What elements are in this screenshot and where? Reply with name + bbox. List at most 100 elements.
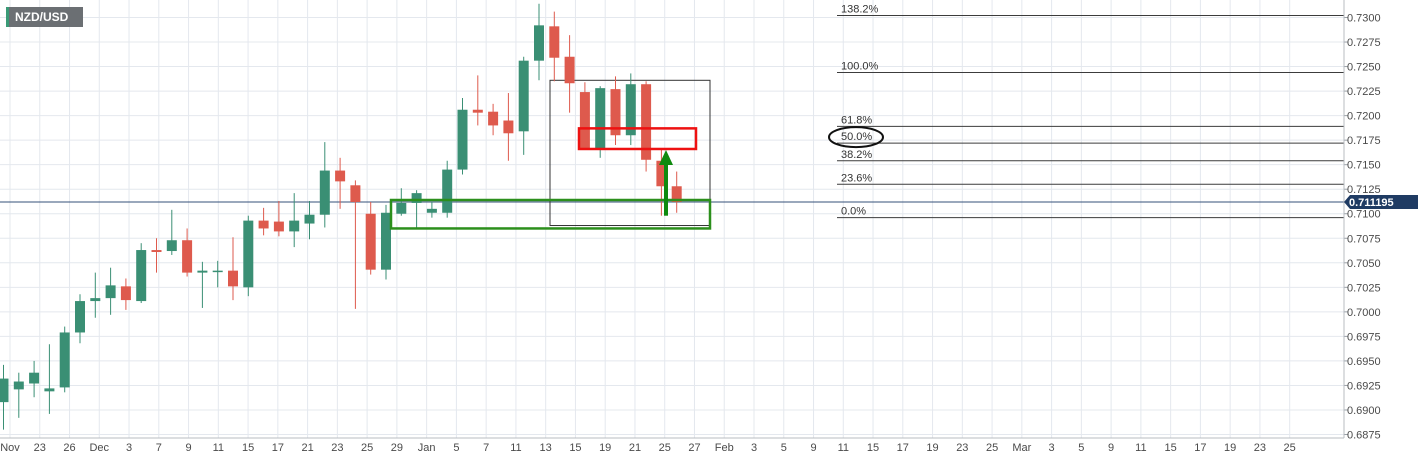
candle-body: [120, 286, 131, 301]
current-price-label: 0.711195: [1349, 197, 1394, 209]
candle-body: [90, 298, 101, 302]
y-tick-label: 0.7300: [1347, 13, 1381, 25]
fib-label: 38.2%: [841, 149, 872, 161]
x-tick-label: Jan: [418, 442, 436, 454]
x-tick-label: 25: [1284, 442, 1296, 454]
x-tick-label: 9: [810, 442, 816, 454]
x-tick-label: Mar: [1012, 442, 1031, 454]
x-tick-label: 23: [1254, 442, 1266, 454]
candle-body: [136, 250, 147, 302]
annotation-layer-front: [389, 126, 884, 230]
y-tick-label: 0.7050: [1347, 258, 1381, 270]
candle-body: [44, 388, 55, 392]
price-axis[interactable]: 0.7300 0.7275 0.7250 0.7225 0.7200 0.7175 0.71…: [1343, 0, 1381, 442]
x-tick-label: 15: [569, 442, 581, 454]
candle-body: [472, 109, 483, 113]
candle-body: [641, 84, 652, 160]
candle-body: [29, 372, 40, 384]
x-tick-label: 15: [867, 442, 879, 454]
support-zone-box: [389, 198, 712, 230]
x-tick-label: 11: [838, 442, 849, 454]
x-tick-label: 17: [272, 442, 284, 454]
candle-body: [105, 285, 116, 299]
y-tick-label: 0.6875: [1347, 430, 1381, 442]
x-tick-label: 25: [361, 442, 373, 454]
candle-body: [319, 170, 330, 215]
candle-body: [75, 301, 85, 333]
symbol-badge[interactable]: NZD/USD: [6, 7, 83, 27]
candle-body: [595, 88, 606, 148]
fib-label: 138.2%: [841, 4, 879, 16]
y-tick-label: 0.7275: [1347, 37, 1381, 49]
consolidation-range-box: [549, 79, 711, 227]
candle-body: [610, 89, 621, 136]
fib-label: 100.0%: [841, 60, 879, 72]
x-tick-label: 17: [1194, 442, 1206, 454]
candle-body: [457, 109, 468, 170]
y-tick-label: 0.6925: [1347, 380, 1381, 392]
candle-body: [273, 221, 284, 232]
x-tick-label: 23: [956, 442, 968, 454]
candle-body: [671, 186, 682, 202]
candle-body: [503, 120, 514, 134]
x-tick-label: 5: [781, 442, 787, 454]
candle-body: [13, 381, 24, 390]
candle-body: [304, 214, 315, 224]
x-tick-label: 11: [213, 442, 224, 454]
x-tick-label: 7: [156, 442, 162, 454]
x-tick-label: 29: [391, 442, 403, 454]
fib-label: 23.6%: [841, 172, 872, 184]
y-tick-label: 0.7075: [1347, 233, 1381, 245]
x-tick-label: 3: [126, 442, 132, 454]
candle-body: [350, 185, 361, 202]
candle-body: [381, 212, 391, 270]
y-tick-label: 0.7100: [1347, 209, 1381, 221]
x-tick-label: 5: [1078, 442, 1084, 454]
candle-body: [534, 25, 544, 61]
x-tick-label: 23: [331, 442, 343, 454]
x-tick-label: 21: [629, 442, 641, 454]
x-tick-label: 21: [301, 442, 313, 454]
x-tick-label: 7: [483, 442, 489, 454]
candle-body: [151, 250, 162, 253]
chart-grid: [0, 0, 1344, 438]
current-price-tag: 0.711195: [1344, 195, 1418, 210]
candle-body: [365, 213, 376, 270]
candle-body: [335, 170, 346, 182]
x-tick-label: 11: [510, 442, 521, 454]
x-tick-label: 3: [751, 442, 757, 454]
x-tick-label: 9: [1108, 442, 1114, 454]
time-axis[interactable]: Nov 23 26 Dec 3 7 9 11 15 17 21 23 25 29 Jan 5 7 11 13 15 19…: [0, 437, 1344, 454]
annotation-layer-back: [549, 79, 711, 227]
candle-body: [411, 193, 422, 203]
x-tick-label: 3: [1049, 442, 1055, 454]
y-tick-label: 0.7225: [1347, 86, 1381, 98]
candle-body: [488, 111, 499, 126]
candle-body: [59, 332, 70, 388]
resistance-zone-box: [577, 127, 698, 151]
y-tick-label: 0.7125: [1347, 184, 1381, 196]
candle-body: [166, 240, 177, 252]
x-tick-label: 11: [1135, 442, 1146, 454]
x-tick-label: Dec: [89, 442, 109, 454]
y-tick-label: 0.7200: [1347, 111, 1381, 123]
price-tag-bg: [1344, 195, 1418, 210]
x-tick-label: 19: [599, 442, 611, 454]
candle-body: [625, 84, 636, 136]
candle-body: [228, 270, 238, 287]
highlight-ellipse: [828, 126, 884, 149]
x-tick-label: 15: [242, 442, 254, 454]
x-tick-label: 17: [897, 442, 909, 454]
y-tick-label: 0.7150: [1347, 160, 1381, 172]
candle-body: [243, 220, 254, 288]
y-tick-label: 0.6900: [1347, 405, 1381, 417]
fib-label: 61.8%: [841, 114, 872, 126]
candle-body: [182, 240, 193, 273]
x-tick-label: 19: [926, 442, 938, 454]
candle-body: [579, 92, 590, 148]
x-tick-label: 25: [659, 442, 671, 454]
candle-body: [258, 220, 269, 229]
y-tick-label: 0.6975: [1347, 331, 1381, 343]
y-tick-label: 0.6950: [1347, 356, 1381, 368]
